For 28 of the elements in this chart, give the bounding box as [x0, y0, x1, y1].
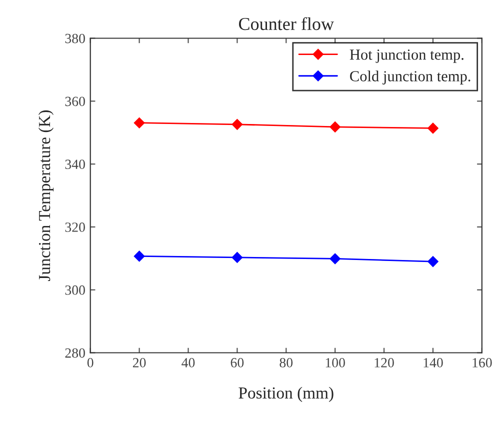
x-tick-label: 40	[182, 358, 195, 368]
x-tick-label: 0	[87, 358, 94, 368]
x-axis-title: Position (mm)	[238, 386, 334, 402]
x-tick-label: 160	[472, 358, 492, 368]
point	[330, 122, 341, 132]
point	[134, 250, 145, 262]
legend-label: Cold junction temp.	[350, 70, 470, 84]
point	[428, 256, 438, 267]
point	[428, 122, 438, 134]
point	[134, 117, 145, 128]
y-tick-label: 280	[65, 348, 85, 358]
x-tick-label: 140	[424, 358, 443, 368]
x-tick-label: 20	[132, 358, 146, 368]
x-tick-label: 60	[230, 358, 244, 368]
point	[232, 252, 243, 263]
chart-title: Counter flow	[238, 17, 334, 30]
y-tick-label: 320	[65, 222, 85, 232]
x-tick-label: 120	[374, 358, 394, 368]
x-tick-label: 80	[280, 358, 293, 368]
point	[232, 118, 243, 130]
y-tick-label: 360	[65, 96, 85, 106]
y-axis-title: Junction Temperature (K)	[38, 110, 54, 281]
legend-label: Hot junction temp.	[350, 50, 464, 63]
y-tick-label: 380	[65, 34, 85, 44]
y-tick-label: 300	[65, 285, 85, 295]
x-tick-label: 100	[326, 358, 345, 368]
y-tick-label: 340	[65, 160, 85, 170]
point	[330, 253, 341, 264]
